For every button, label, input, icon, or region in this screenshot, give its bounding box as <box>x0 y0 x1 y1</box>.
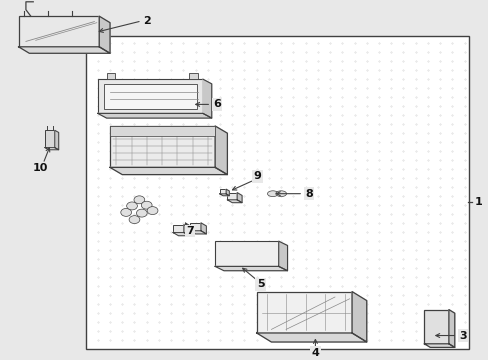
Polygon shape <box>98 113 211 118</box>
Text: 9: 9 <box>253 171 261 181</box>
Bar <box>98 79 203 113</box>
Circle shape <box>121 208 131 216</box>
Text: 7: 7 <box>186 226 194 236</box>
Circle shape <box>134 196 144 204</box>
Bar <box>103 84 197 109</box>
Polygon shape <box>201 223 206 234</box>
Text: 2: 2 <box>142 16 150 26</box>
Polygon shape <box>215 126 227 175</box>
Circle shape <box>141 201 152 209</box>
Bar <box>219 189 225 194</box>
Bar <box>19 16 99 47</box>
Text: 3: 3 <box>458 330 466 341</box>
Bar <box>45 130 55 148</box>
Polygon shape <box>227 200 242 203</box>
Polygon shape <box>351 292 366 342</box>
Text: 6: 6 <box>213 99 221 109</box>
Polygon shape <box>190 231 206 234</box>
Circle shape <box>126 202 137 210</box>
Polygon shape <box>99 16 110 53</box>
Bar <box>190 223 201 231</box>
Polygon shape <box>225 189 229 196</box>
Text: 10: 10 <box>32 163 48 174</box>
Circle shape <box>129 216 140 224</box>
Polygon shape <box>173 233 189 236</box>
Polygon shape <box>110 167 227 175</box>
Polygon shape <box>448 310 454 347</box>
Text: 1: 1 <box>473 197 481 207</box>
Text: 8: 8 <box>305 189 312 199</box>
Ellipse shape <box>267 191 278 197</box>
Bar <box>227 193 237 200</box>
Bar <box>189 73 198 79</box>
Polygon shape <box>19 47 110 53</box>
Bar <box>215 241 278 266</box>
Circle shape <box>136 209 147 217</box>
Bar <box>85 36 468 349</box>
Bar <box>424 310 448 344</box>
Polygon shape <box>203 79 211 118</box>
Polygon shape <box>278 241 287 271</box>
Bar <box>110 126 215 167</box>
Circle shape <box>147 207 158 215</box>
Polygon shape <box>215 266 287 271</box>
Polygon shape <box>45 148 59 150</box>
Bar <box>106 73 115 79</box>
Polygon shape <box>256 333 366 342</box>
Polygon shape <box>219 194 229 196</box>
Bar <box>256 292 351 333</box>
Text: 5: 5 <box>256 279 264 289</box>
Bar <box>173 225 183 233</box>
Polygon shape <box>424 344 454 347</box>
Bar <box>110 126 215 136</box>
Polygon shape <box>237 193 242 203</box>
Text: 4: 4 <box>311 348 319 358</box>
Polygon shape <box>183 225 189 236</box>
Polygon shape <box>55 130 59 150</box>
Ellipse shape <box>275 191 286 197</box>
